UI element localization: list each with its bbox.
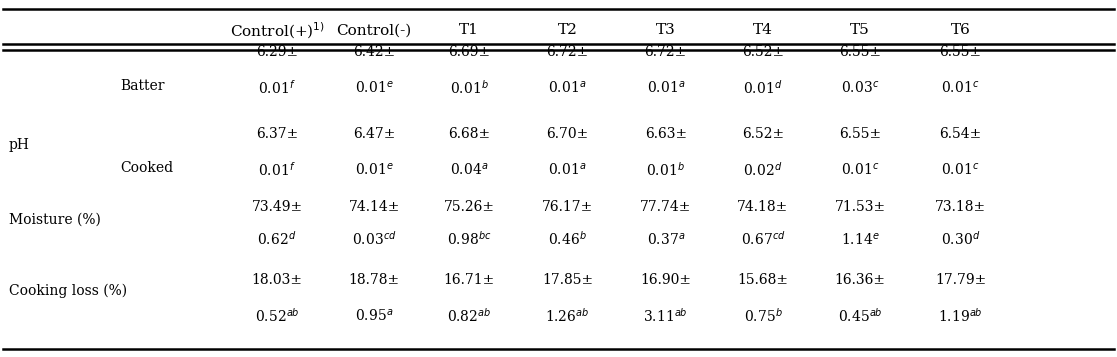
- Text: 6.69±: 6.69±: [448, 45, 490, 59]
- Text: 1.26$^{ab}$: 1.26$^{ab}$: [545, 307, 590, 325]
- Text: 1.19$^{ab}$: 1.19$^{ab}$: [938, 307, 983, 325]
- Text: 73.49±: 73.49±: [251, 200, 303, 214]
- Text: 6.70±: 6.70±: [546, 127, 589, 141]
- Text: 71.53±: 71.53±: [834, 200, 886, 214]
- Text: 16.36±: 16.36±: [834, 273, 886, 287]
- Text: 6.52±: 6.52±: [742, 127, 784, 141]
- Text: 16.90±: 16.90±: [640, 273, 691, 287]
- Text: 6.52±: 6.52±: [742, 45, 784, 59]
- Text: 0.45$^{ab}$: 0.45$^{ab}$: [838, 307, 882, 325]
- Text: 1.14$^{e}$: 1.14$^{e}$: [841, 231, 879, 247]
- Text: 0.75$^{b}$: 0.75$^{b}$: [744, 307, 782, 325]
- Text: Batter: Batter: [121, 79, 165, 93]
- Text: 0.01$^{d}$: 0.01$^{d}$: [743, 79, 783, 96]
- Text: 0.82$^{ab}$: 0.82$^{ab}$: [447, 307, 491, 325]
- Text: 0.67$^{cd}$: 0.67$^{cd}$: [741, 230, 785, 248]
- Text: 17.79±: 17.79±: [935, 273, 986, 287]
- Text: 18.03±: 18.03±: [251, 273, 303, 287]
- Text: 6.54±: 6.54±: [939, 127, 982, 141]
- Text: 0.01$^{a}$: 0.01$^{a}$: [647, 80, 685, 95]
- Text: 6.68±: 6.68±: [448, 127, 490, 141]
- Text: 0.02$^{d}$: 0.02$^{d}$: [743, 161, 783, 178]
- Text: 16.71±: 16.71±: [443, 273, 495, 287]
- Text: 3.11$^{ab}$: 3.11$^{ab}$: [643, 307, 688, 325]
- Text: 6.55±: 6.55±: [839, 45, 881, 59]
- Text: 0.01$^{c}$: 0.01$^{c}$: [942, 162, 980, 177]
- Text: Cooking loss (%): Cooking loss (%): [9, 284, 127, 298]
- Text: T4: T4: [753, 23, 773, 37]
- Text: 0.46$^{b}$: 0.46$^{b}$: [548, 230, 586, 248]
- Text: 0.01$^{b}$: 0.01$^{b}$: [450, 79, 488, 96]
- Text: 74.18±: 74.18±: [737, 200, 789, 214]
- Text: 6.42±: 6.42±: [353, 45, 395, 59]
- Text: 6.63±: 6.63±: [645, 127, 687, 141]
- Text: 6.72±: 6.72±: [546, 45, 589, 59]
- Text: 0.01$^{f}$: 0.01$^{f}$: [258, 161, 296, 178]
- Text: 0.01$^{b}$: 0.01$^{b}$: [647, 161, 685, 178]
- Text: 0.03$^{cd}$: 0.03$^{cd}$: [352, 230, 397, 248]
- Text: Control(+)$^{1)}$: Control(+)$^{1)}$: [229, 20, 325, 41]
- Text: 0.52$^{ab}$: 0.52$^{ab}$: [255, 307, 299, 325]
- Text: 0.95$^{a}$: 0.95$^{a}$: [355, 308, 393, 324]
- Text: 6.72±: 6.72±: [645, 45, 687, 59]
- Text: Moisture (%): Moisture (%): [9, 212, 101, 227]
- Text: 6.47±: 6.47±: [353, 127, 395, 141]
- Text: T6: T6: [951, 23, 971, 37]
- Text: T5: T5: [850, 23, 870, 37]
- Text: 15.68±: 15.68±: [737, 273, 789, 287]
- Text: 0.01$^{a}$: 0.01$^{a}$: [548, 162, 586, 177]
- Text: 0.04$^{a}$: 0.04$^{a}$: [450, 162, 488, 177]
- Text: 0.98$^{bc}$: 0.98$^{bc}$: [447, 230, 491, 248]
- Text: 76.17±: 76.17±: [542, 200, 593, 214]
- Text: 0.37$^{a}$: 0.37$^{a}$: [647, 231, 685, 247]
- Text: 0.03$^{c}$: 0.03$^{c}$: [841, 80, 879, 95]
- Text: 0.01$^{c}$: 0.01$^{c}$: [841, 162, 879, 177]
- Text: 0.01$^{c}$: 0.01$^{c}$: [942, 80, 980, 95]
- Text: 6.55±: 6.55±: [939, 45, 982, 59]
- Text: T2: T2: [557, 23, 577, 37]
- Text: 6.29±: 6.29±: [256, 45, 298, 59]
- Text: T3: T3: [656, 23, 676, 37]
- Text: pH: pH: [9, 137, 30, 152]
- Text: 0.01$^{e}$: 0.01$^{e}$: [355, 80, 393, 95]
- Text: 0.01$^{a}$: 0.01$^{a}$: [548, 80, 586, 95]
- Text: 6.55±: 6.55±: [839, 127, 881, 141]
- Text: T1: T1: [459, 23, 479, 37]
- Text: 17.85±: 17.85±: [542, 273, 593, 287]
- Text: 18.78±: 18.78±: [349, 273, 400, 287]
- Text: 0.30$^{d}$: 0.30$^{d}$: [941, 230, 981, 248]
- Text: 0.62$^{d}$: 0.62$^{d}$: [257, 230, 297, 248]
- Text: 73.18±: 73.18±: [935, 200, 986, 214]
- Text: 77.74±: 77.74±: [640, 200, 691, 214]
- Text: Control(-): Control(-): [336, 23, 412, 37]
- Text: 6.37±: 6.37±: [256, 127, 298, 141]
- Text: 0.01$^{f}$: 0.01$^{f}$: [258, 79, 296, 96]
- Text: 74.14±: 74.14±: [349, 200, 400, 214]
- Text: 75.26±: 75.26±: [443, 200, 495, 214]
- Text: Cooked: Cooked: [121, 161, 174, 175]
- Text: 0.01$^{e}$: 0.01$^{e}$: [355, 162, 393, 177]
